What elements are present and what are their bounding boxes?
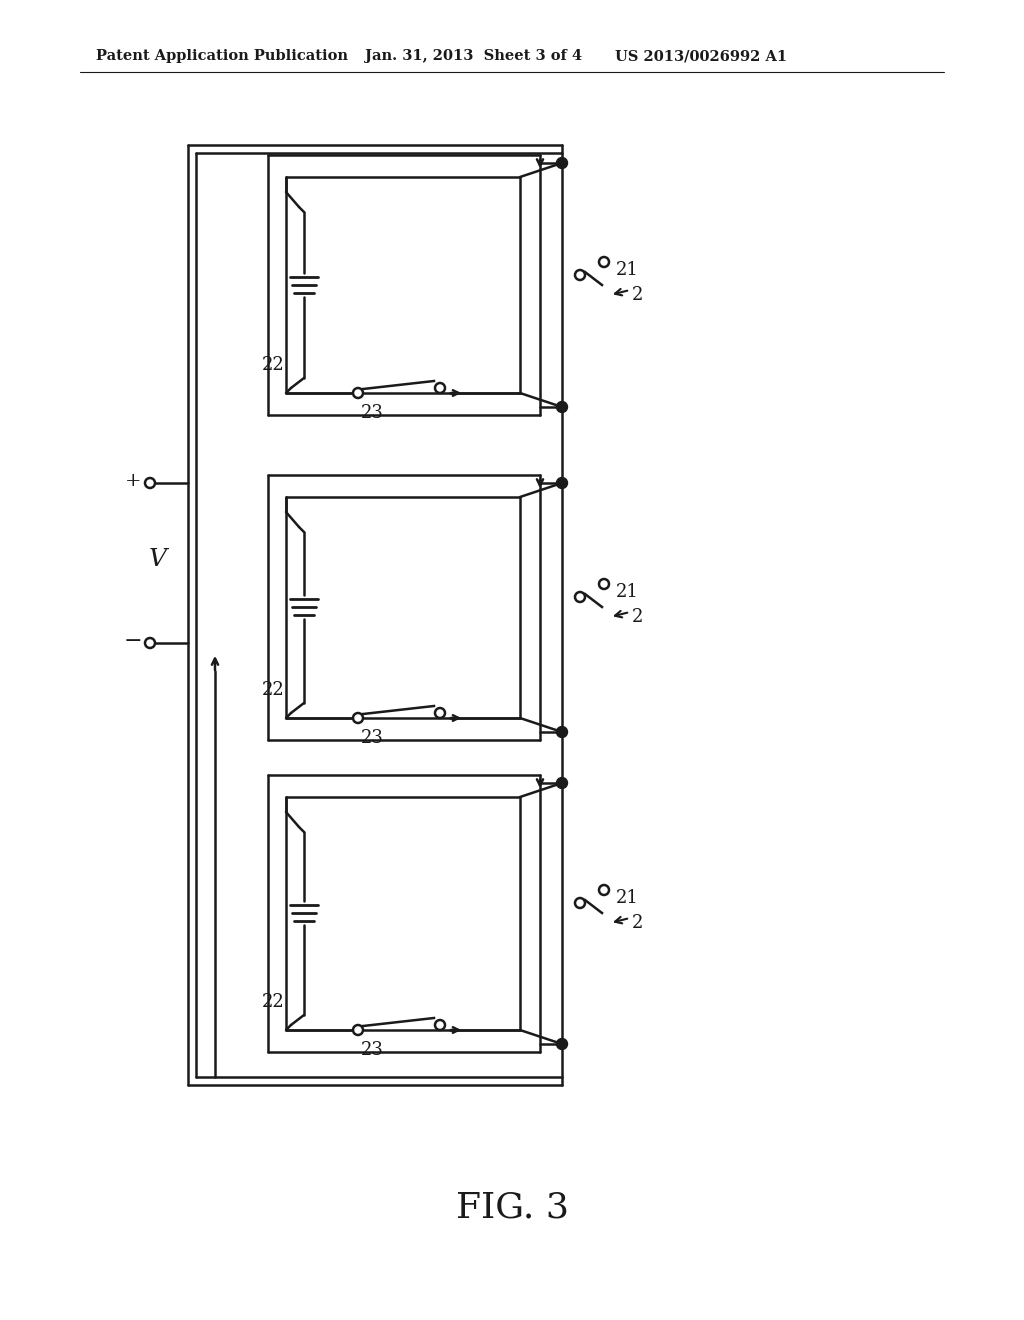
- Text: 22: 22: [262, 993, 285, 1011]
- Circle shape: [599, 257, 609, 267]
- Text: V: V: [150, 549, 167, 572]
- Text: 21: 21: [616, 888, 639, 907]
- Circle shape: [435, 1020, 445, 1030]
- Text: Jan. 31, 2013  Sheet 3 of 4: Jan. 31, 2013 Sheet 3 of 4: [365, 49, 582, 63]
- Circle shape: [556, 157, 567, 169]
- Text: Patent Application Publication: Patent Application Publication: [96, 49, 348, 63]
- Text: US 2013/0026992 A1: US 2013/0026992 A1: [615, 49, 787, 63]
- Circle shape: [556, 401, 567, 412]
- Text: 2: 2: [632, 609, 643, 626]
- Text: +: +: [125, 473, 141, 490]
- Text: 22: 22: [262, 356, 285, 374]
- Text: 2: 2: [632, 913, 643, 932]
- Circle shape: [435, 708, 445, 718]
- Circle shape: [575, 591, 585, 602]
- Circle shape: [556, 478, 567, 488]
- Circle shape: [145, 638, 155, 648]
- Circle shape: [599, 579, 609, 589]
- Circle shape: [575, 898, 585, 908]
- Text: 2: 2: [632, 286, 643, 304]
- Text: 23: 23: [361, 729, 384, 747]
- Circle shape: [353, 1026, 362, 1035]
- Circle shape: [556, 726, 567, 738]
- Text: −: −: [124, 630, 142, 652]
- Circle shape: [145, 478, 155, 488]
- Circle shape: [575, 271, 585, 280]
- Text: 21: 21: [616, 583, 639, 601]
- Circle shape: [599, 884, 609, 895]
- Circle shape: [556, 777, 567, 788]
- Text: 22: 22: [262, 681, 285, 700]
- Text: 23: 23: [361, 404, 384, 422]
- Circle shape: [353, 713, 362, 723]
- Circle shape: [353, 388, 362, 399]
- Text: 21: 21: [616, 261, 639, 279]
- Text: FIG. 3: FIG. 3: [456, 1191, 568, 1225]
- Text: 23: 23: [361, 1041, 384, 1059]
- Circle shape: [435, 383, 445, 393]
- Circle shape: [556, 1039, 567, 1049]
